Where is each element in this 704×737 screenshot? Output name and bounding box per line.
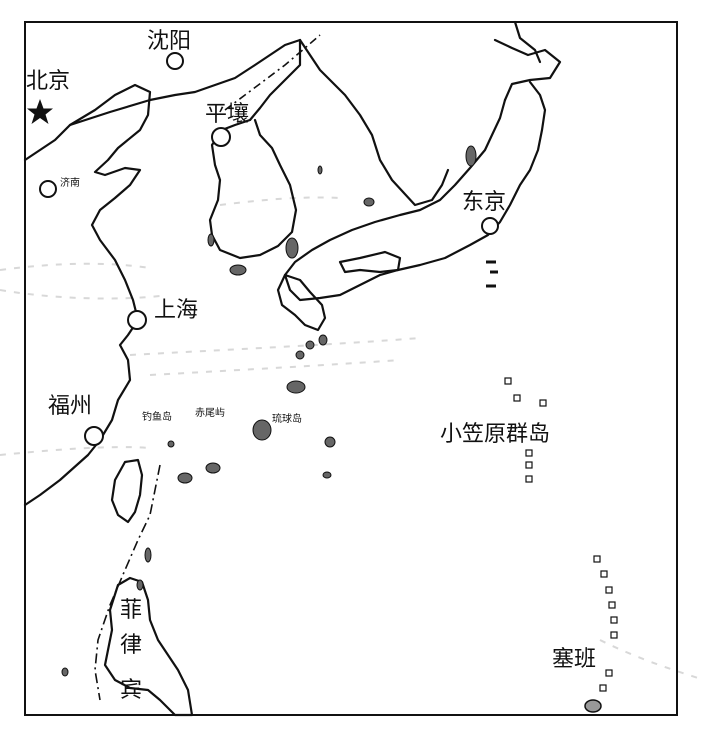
- label-diaoyu: 钓鱼岛: [142, 410, 172, 423]
- island-marker: [363, 197, 375, 207]
- label-philippines-2: 律: [120, 633, 142, 658]
- island-marker: [305, 340, 315, 350]
- island-dot: [610, 631, 618, 639]
- boundary-line-north: [224, 34, 321, 111]
- label-ogasawara: 小笠原群岛: [440, 422, 550, 447]
- island-dot: [600, 570, 608, 578]
- island-markers: [61, 145, 498, 677]
- saipan-island: [584, 699, 602, 713]
- japan-kyushu: [276, 273, 327, 332]
- korean-peninsula: [208, 38, 302, 260]
- island-marker: [465, 145, 477, 167]
- label-ryukyu: 琉球岛: [272, 412, 302, 425]
- label-jinan: 济南: [60, 176, 80, 189]
- island-marker: [177, 472, 193, 484]
- capital-star-icon: [27, 99, 53, 124]
- city-circle-icon: [84, 426, 104, 446]
- island-marker: [136, 579, 144, 591]
- japan-shikoku: [338, 250, 402, 274]
- china-coastline: [23, 83, 152, 507]
- island-marker: [286, 380, 306, 394]
- japan-honshu: [283, 80, 547, 302]
- ogasawara-chain: [504, 377, 547, 483]
- label-chiwei: 赤尾屿: [195, 407, 225, 419]
- china-korea-border: [68, 38, 302, 127]
- island-dot: [525, 475, 533, 483]
- sakhalin-coast: [513, 20, 542, 64]
- island-marker: [285, 237, 299, 259]
- island-dot: [599, 684, 607, 692]
- island-marker: [324, 436, 336, 448]
- city-circle-icon: [211, 127, 231, 147]
- boundary-line-south: [94, 464, 161, 701]
- island-dot: [605, 586, 613, 594]
- izu-islands: [486, 260, 498, 288]
- island-dot: [610, 616, 618, 624]
- island-marker: [322, 471, 332, 479]
- label-saipan: 塞班: [552, 647, 596, 672]
- city-circle-icon: [39, 180, 57, 198]
- city-circle-icon: [481, 217, 499, 235]
- island-marker: [61, 667, 69, 677]
- island-dot: [539, 399, 547, 407]
- island-dot: [608, 601, 616, 609]
- label-beijing: 北京: [26, 69, 70, 94]
- faint-grid: [0, 196, 704, 681]
- island-marker: [229, 264, 247, 276]
- island-dot: [525, 449, 533, 457]
- mariana-chain: [584, 555, 618, 713]
- philippines-luzon: [103, 576, 194, 717]
- island-dot: [605, 669, 613, 677]
- city-circle-icon: [166, 52, 184, 70]
- taiwan: [110, 458, 144, 524]
- island-marker: [252, 419, 272, 441]
- label-shanghai: 上海: [154, 298, 198, 323]
- island-marker: [207, 233, 215, 247]
- label-pyongyang: 平壤: [205, 102, 249, 127]
- island-marker: [205, 462, 221, 474]
- label-fuzhou: 福州: [48, 394, 92, 419]
- island-marker: [295, 350, 305, 360]
- island-marker: [317, 165, 323, 175]
- label-tokyo: 东京: [462, 190, 506, 215]
- label-philippines-1: 菲: [120, 598, 142, 623]
- city-circle-icon: [127, 310, 147, 330]
- russia-coastline: [298, 38, 450, 207]
- island-marker: [167, 440, 175, 448]
- map-frame: [24, 21, 678, 716]
- island-dot: [525, 461, 533, 469]
- island-marker: [144, 547, 152, 563]
- island-dot: [504, 377, 512, 385]
- label-philippines-3: 宾: [120, 678, 142, 703]
- label-shenyang: 沈阳: [147, 29, 191, 54]
- island-marker: [318, 334, 328, 346]
- island-dot: [593, 555, 601, 563]
- japan-hokkaido: [493, 38, 562, 102]
- island-dot: [513, 394, 521, 402]
